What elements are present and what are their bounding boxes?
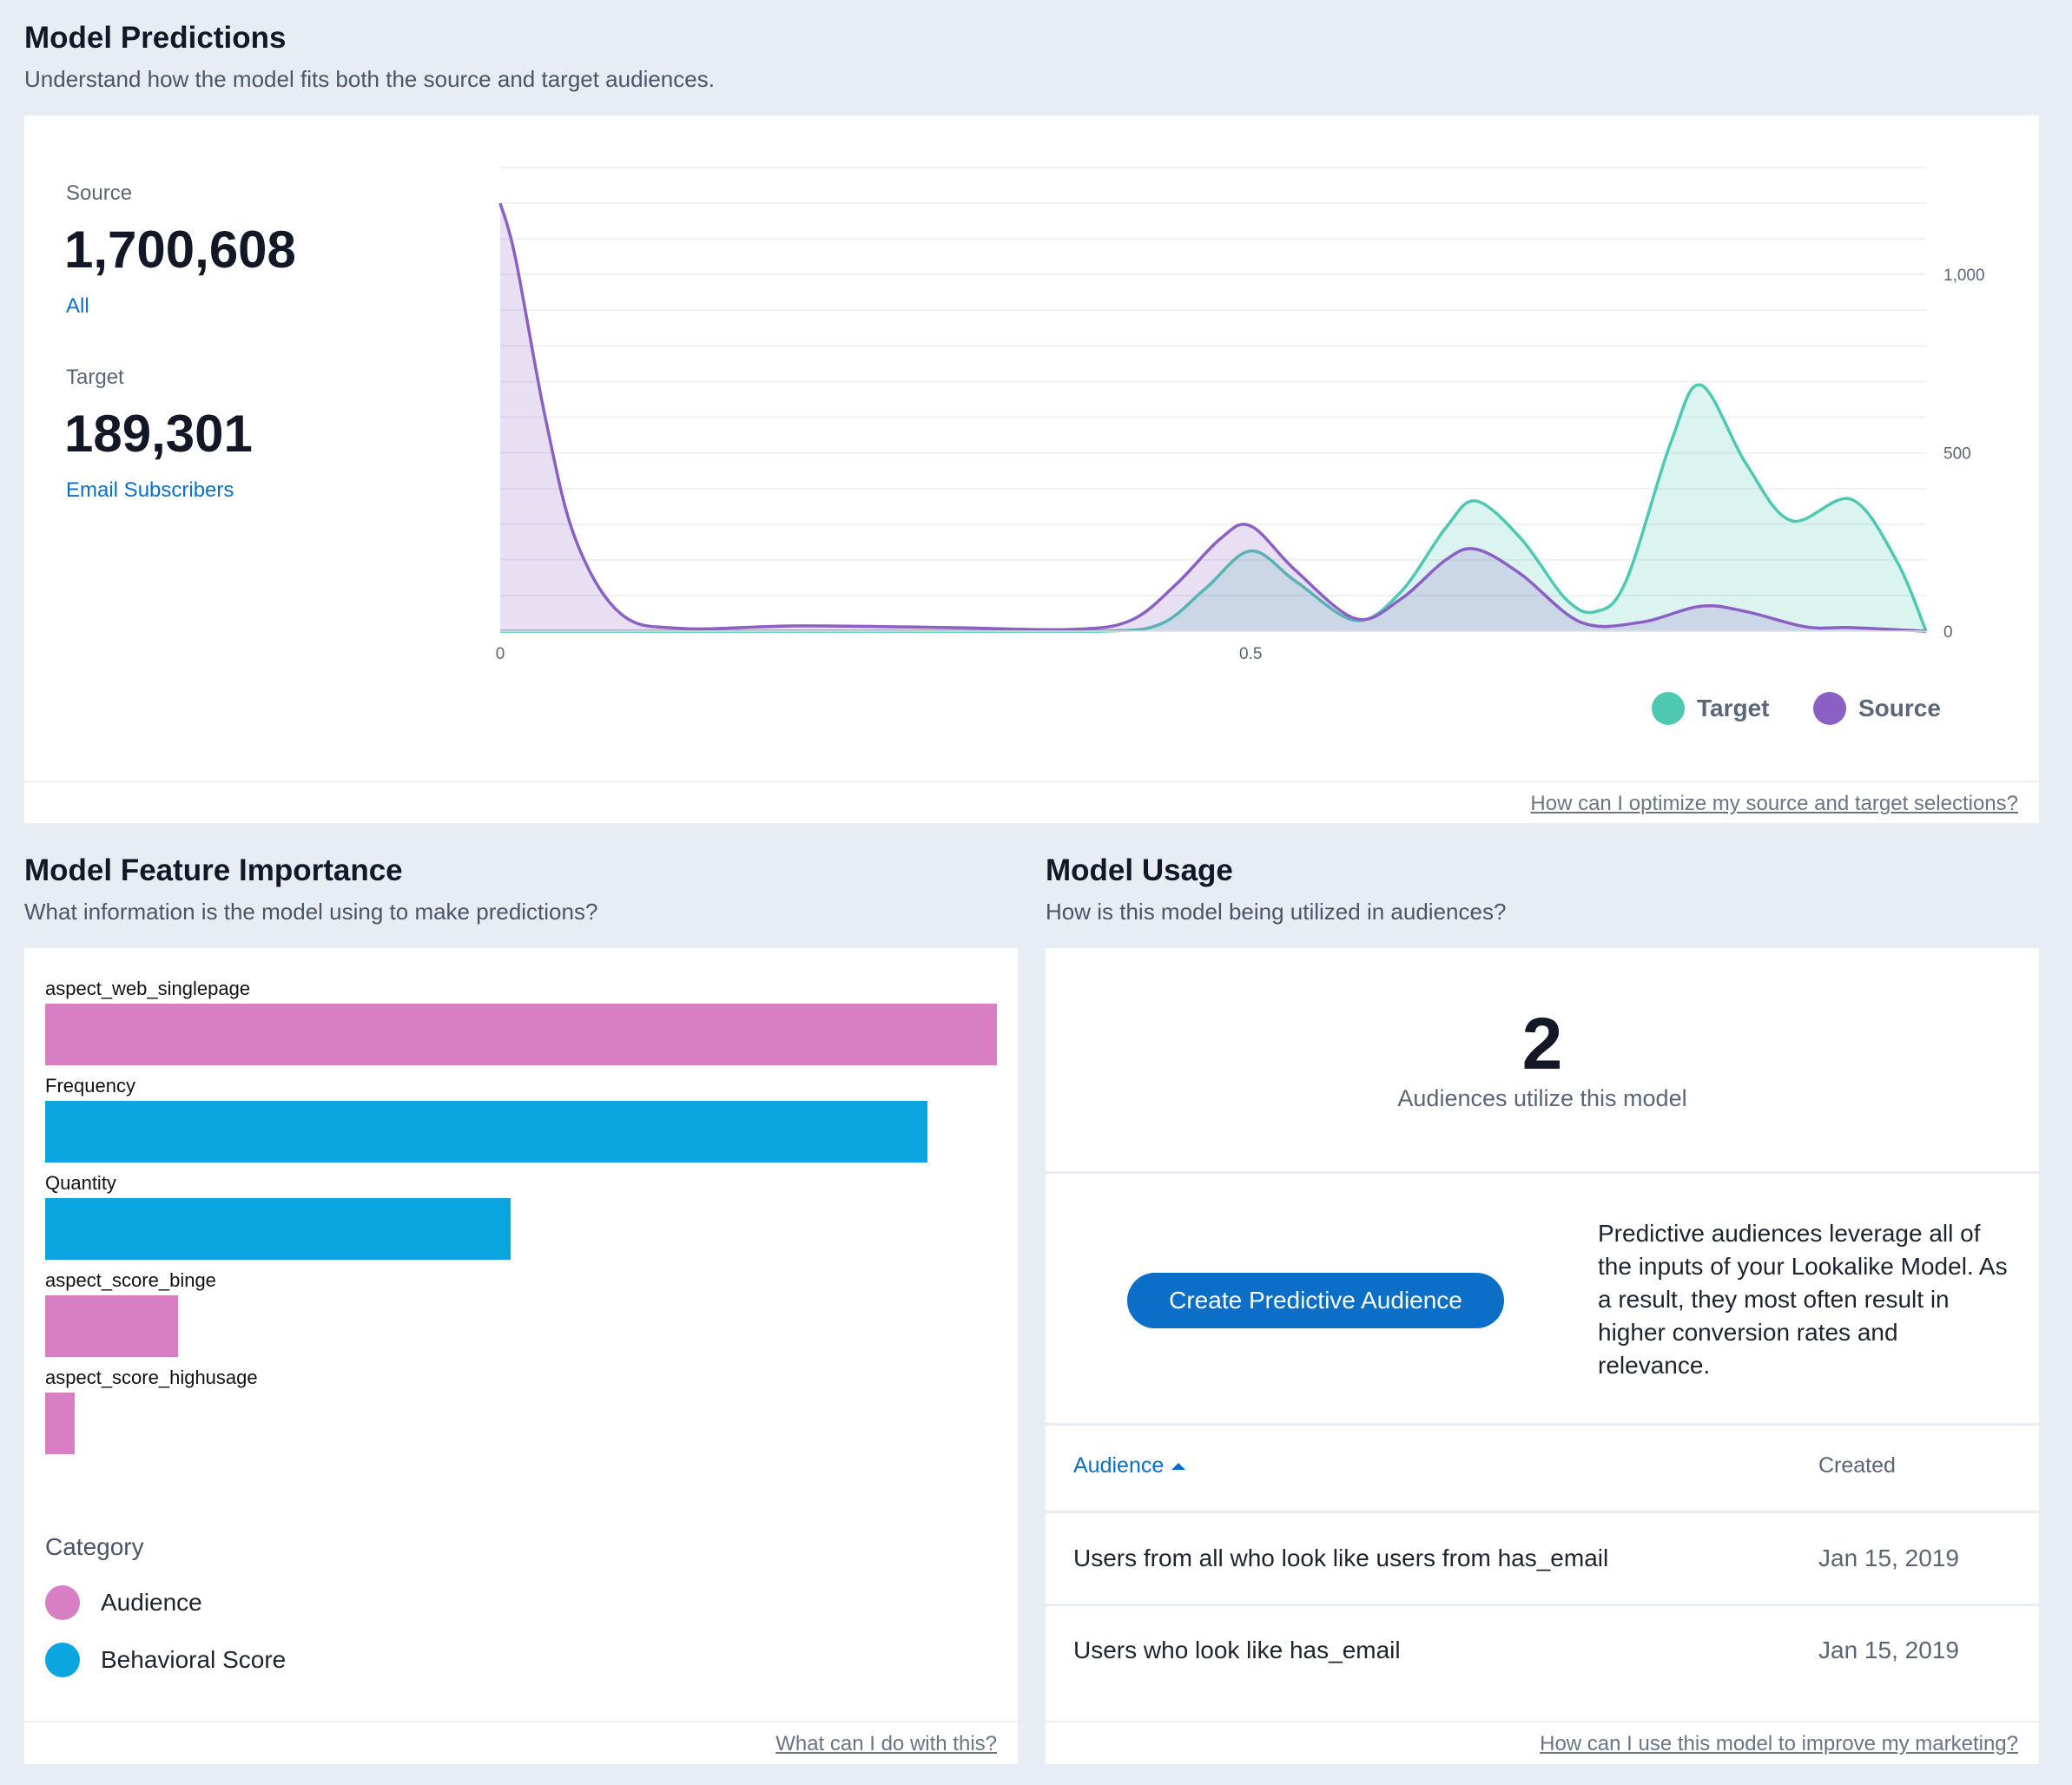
target-link[interactable]: Email Subscribers xyxy=(66,478,234,502)
feature-importance-bar[interactable] xyxy=(45,1393,75,1454)
feature-label: aspect_web_singlepage xyxy=(45,978,251,999)
feature-label: aspect_score_binge xyxy=(45,1269,216,1291)
usage-divider xyxy=(1046,1171,2039,1174)
feature-label: aspect_score_highusage xyxy=(45,1367,258,1388)
prediction-distribution-chart: 0 500 1,000 0 0.5 xyxy=(496,167,1985,663)
feature-importance-title: Model Feature Importance xyxy=(24,853,403,887)
feature-importance-card: aspect_web_singlepage Frequency Quantity as… xyxy=(24,948,1018,1764)
category-label: Audience xyxy=(101,1589,202,1616)
category-legend-behavioral-score: Behavioral Score xyxy=(45,1643,286,1677)
usage-table-divider xyxy=(1046,1423,2039,1426)
audience-count-caption: Audiences utilize this model xyxy=(1397,1085,1687,1111)
usage-footer-divider xyxy=(1046,1721,2039,1722)
predictions-title: Model Predictions xyxy=(24,21,287,55)
created-date-cell: Jan 15, 2019 xyxy=(1818,1545,1959,1571)
source-link[interactable]: All xyxy=(66,294,89,318)
predictive-audience-description: Predictive audiences leverage all of the… xyxy=(1598,1220,2008,1379)
legend-target-swatch xyxy=(1652,692,1685,725)
feature-importance-bar[interactable] xyxy=(45,1198,511,1260)
source-label: Source xyxy=(66,181,133,205)
predictions-footer-divider xyxy=(24,781,2039,782)
improve-marketing-help-link[interactable]: How can I use this model to improve my m… xyxy=(1540,1732,2018,1755)
y-tick-label: 1,000 xyxy=(1943,267,1985,285)
x-tick-label: 0.5 xyxy=(1239,645,1262,663)
audience-name-cell[interactable]: Users who look like has_email xyxy=(1073,1637,1401,1663)
audience-count: 2 xyxy=(1521,1003,1563,1084)
what-can-i-do-help-link[interactable]: What can I do with this? xyxy=(775,1732,997,1755)
audience-swatch xyxy=(45,1585,80,1620)
feature-footer-divider xyxy=(24,1721,1018,1722)
behavioral-score-swatch xyxy=(45,1643,80,1677)
feature-importance-bar[interactable] xyxy=(45,1101,927,1163)
x-tick-label: 0 xyxy=(496,645,505,663)
feature-importance-bar[interactable] xyxy=(45,1004,997,1065)
model-usage-card: 2 Audiences utilize this model Create Pr… xyxy=(1046,948,2039,1764)
predictions-subtitle: Understand how the model fits both the s… xyxy=(24,66,715,92)
legend-source[interactable]: Source xyxy=(1813,692,1941,725)
model-usage-title: Model Usage xyxy=(1046,853,1233,887)
category-label: Behavioral Score xyxy=(101,1646,287,1673)
source-count: 1,700,608 xyxy=(64,221,296,279)
legend-source-swatch xyxy=(1813,692,1846,725)
audience-name-cell[interactable]: Users from all who look like users from … xyxy=(1073,1545,1609,1571)
category-legend-audience: Audience xyxy=(45,1585,202,1620)
y-tick-label: 500 xyxy=(1943,445,1971,464)
predictions-card: Source 1,700,608 All Target 189,301 Emai… xyxy=(24,115,2039,823)
legend-target[interactable]: Target xyxy=(1652,692,1770,725)
table-header-divider xyxy=(1046,1511,2039,1513)
create-predictive-audience-button[interactable]: Create Predictive Audience xyxy=(1127,1273,1504,1328)
feature-importance-bar[interactable] xyxy=(45,1295,178,1357)
table-row-divider xyxy=(1046,1604,2039,1606)
feature-label: Frequency xyxy=(45,1075,135,1097)
feature-label: Quantity xyxy=(45,1172,116,1194)
audience-column-label: Audience xyxy=(1073,1453,1165,1478)
legend-target-label: Target xyxy=(1697,695,1770,721)
feature-importance-subtitle: What information is the model using to m… xyxy=(24,899,598,925)
created-column-header[interactable]: Created xyxy=(1818,1453,1896,1478)
target-count: 189,301 xyxy=(64,405,253,463)
created-date-cell: Jan 15, 2019 xyxy=(1818,1637,1959,1663)
audience-column-header[interactable]: Audience xyxy=(1073,1453,1186,1479)
target-label: Target xyxy=(66,366,124,389)
y-tick-label: 0 xyxy=(1943,623,1953,642)
source-series-line xyxy=(498,202,1927,633)
category-legend-title: Category xyxy=(45,1533,144,1560)
sort-ascending-icon xyxy=(1171,1462,1186,1470)
optimize-selections-help-link[interactable]: How can I optimize my source and target … xyxy=(1530,792,2018,815)
legend-source-label: Source xyxy=(1858,695,1941,721)
model-usage-subtitle: How is this model being utilized in audi… xyxy=(1046,899,1507,925)
